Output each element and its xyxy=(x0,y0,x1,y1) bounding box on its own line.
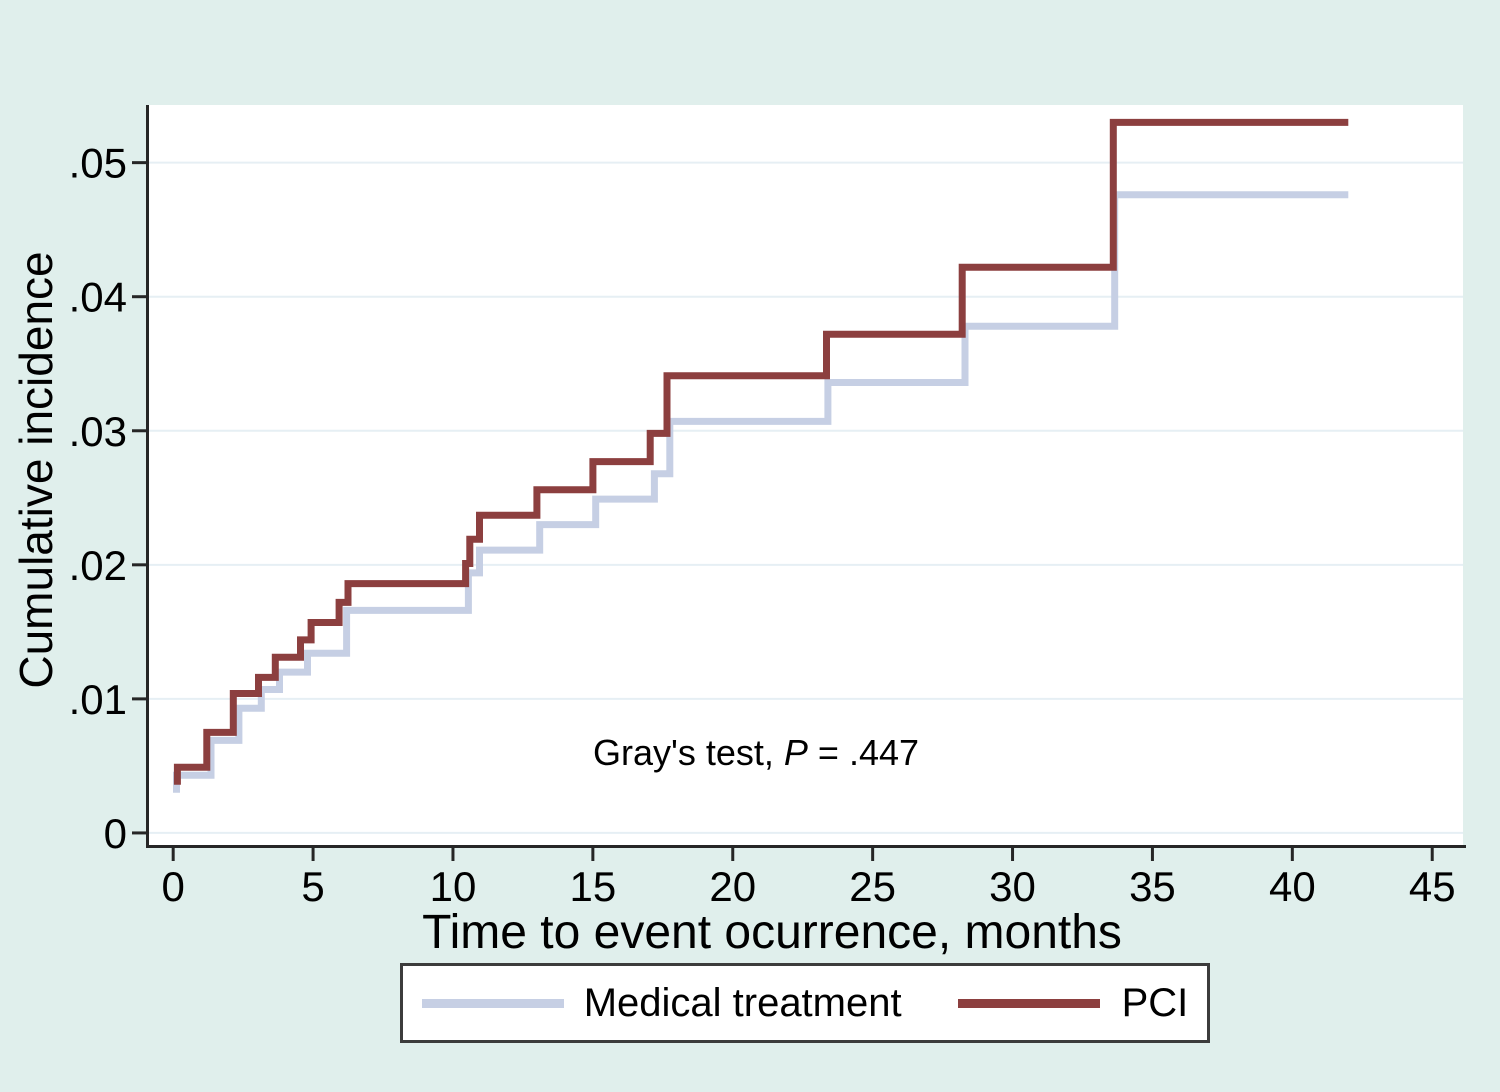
x-tick-label: 25 xyxy=(849,863,896,910)
x-tick-label: 30 xyxy=(989,863,1036,910)
annotation: Gray's test, P = .447 xyxy=(593,732,919,774)
y-tick-label: .05 xyxy=(69,140,127,187)
series-pci xyxy=(173,118,1349,785)
plot-area xyxy=(148,105,1463,845)
y-tick-label: .03 xyxy=(69,408,127,455)
annotation-p-italic: P xyxy=(783,732,808,773)
annotation-suffix: = .447 xyxy=(807,732,920,773)
x-tick-label: 20 xyxy=(709,863,756,910)
x-tick-label: 15 xyxy=(570,863,617,910)
y-tick-label: .02 xyxy=(69,542,127,589)
x-tick-label: 45 xyxy=(1409,863,1456,910)
x-tick-label: 10 xyxy=(430,863,477,910)
x-axis-title: Time to event ocurrence, months xyxy=(422,906,1122,959)
y-tick-label: .01 xyxy=(69,676,127,723)
y-tick-label: 0 xyxy=(104,810,127,857)
legend-swatch-pci xyxy=(957,998,1100,1008)
legend-swatch-medical-treatment xyxy=(421,998,564,1008)
legend-label-pci: PCI xyxy=(1121,980,1189,1025)
legend-label-medical-treatment: Medical treatment xyxy=(583,980,902,1025)
x-tick-label: 40 xyxy=(1269,863,1316,910)
x-tick-label: 5 xyxy=(301,863,324,910)
y-tick-label: .04 xyxy=(69,274,127,321)
x-tick-label: 35 xyxy=(1129,863,1176,910)
annotation-prefix: Gray's test, xyxy=(592,732,784,773)
x-tick-label: 0 xyxy=(162,863,185,910)
y-axis-title: Cumulative incidence xyxy=(10,251,62,689)
legend: Medical treatment PCI xyxy=(400,963,1210,1043)
series-medical-treatment xyxy=(173,191,1349,793)
